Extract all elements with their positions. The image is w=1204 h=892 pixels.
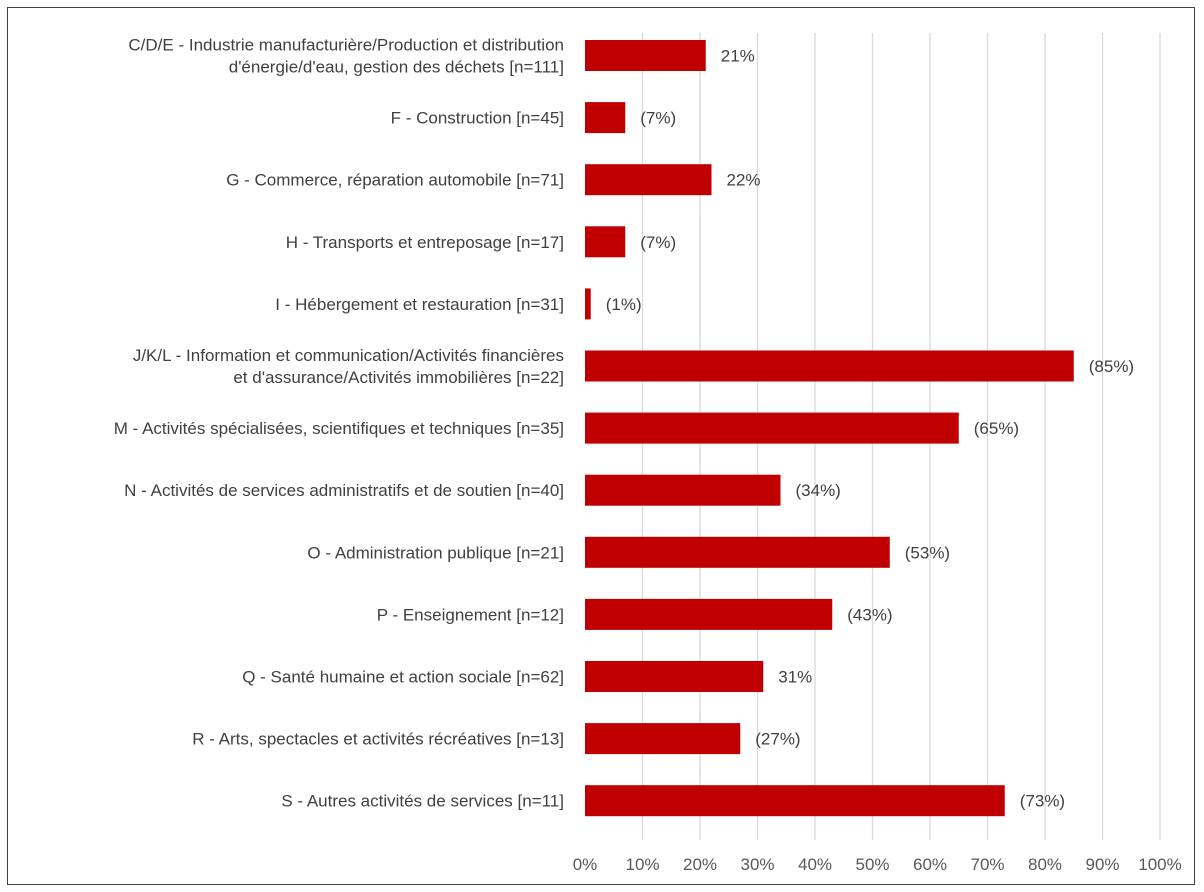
bars xyxy=(585,40,1074,817)
data-label: (7%) xyxy=(640,109,676,128)
category-label-line: et d'assurance/Activités immobilières [n… xyxy=(233,368,564,387)
data-labels: 21% (7%) 22% (7%) (1%) (85%) (65%) (34%) (53%) (4… xyxy=(606,47,1134,811)
data-label: (7%) xyxy=(640,233,676,252)
category-label-line: I - Hébergement et restauration [n=31] xyxy=(275,295,564,314)
x-tick-label: 10% xyxy=(625,855,659,874)
category-label: C/D/E - Industrie manufacturière/Product… xyxy=(128,36,564,77)
x-tick-label: 90% xyxy=(1085,855,1119,874)
x-tick-label: 60% xyxy=(913,855,947,874)
data-label: (27%) xyxy=(755,730,800,749)
category-label-line: G - Commerce, réparation automobile [n=7… xyxy=(226,171,564,190)
category-label-line: S - Autres activités de services [n=11] xyxy=(281,792,564,811)
data-label: (43%) xyxy=(847,605,892,624)
category-label: S - Autres activités de services [n=11] xyxy=(281,792,564,811)
category-label-line: R - Arts, spectacles et activités récréa… xyxy=(192,730,564,749)
category-label: Q - Santé humaine et action sociale [n=6… xyxy=(242,668,564,687)
category-labels: C/D/E - Industrie manufacturière/Product… xyxy=(114,36,564,811)
category-label-line: C/D/E - Industrie manufacturière/Product… xyxy=(128,36,564,55)
category-label: P - Enseignement [n=12] xyxy=(377,605,564,624)
bar xyxy=(585,785,1005,817)
x-tick-label: 20% xyxy=(683,855,717,874)
category-label: O - Administration publique [n=21] xyxy=(307,543,564,562)
bar xyxy=(585,598,833,630)
bar xyxy=(585,350,1074,382)
category-label: G - Commerce, réparation automobile [n=7… xyxy=(226,171,564,190)
data-label: 21% xyxy=(721,47,755,66)
bar xyxy=(585,536,890,568)
data-label: 31% xyxy=(778,668,812,687)
x-tick-label: 0% xyxy=(573,855,598,874)
data-label: (53%) xyxy=(905,543,950,562)
category-label: R - Arts, spectacles et activités récréa… xyxy=(192,730,564,749)
bar xyxy=(585,226,626,258)
category-label-line: M - Activités spécialisées, scientifique… xyxy=(114,419,564,438)
bar-chart: C/D/E - Industrie manufacturière/Product… xyxy=(114,33,1182,874)
category-label: N - Activités de services administratifs… xyxy=(124,481,564,500)
data-label: (73%) xyxy=(1020,792,1065,811)
x-tick-label: 50% xyxy=(855,855,889,874)
category-label: H - Transports et entreposage [n=17] xyxy=(286,233,564,252)
category-label-line: J/K/L - Information et communication/Act… xyxy=(133,346,564,365)
data-label: (85%) xyxy=(1089,357,1134,376)
x-tick-label: 80% xyxy=(1028,855,1062,874)
bar xyxy=(585,723,741,755)
category-label-line: d'énergie/d'eau, gestion des déchets [n=… xyxy=(229,58,564,77)
category-label-line: P - Enseignement [n=12] xyxy=(377,605,564,624)
bar xyxy=(585,412,959,444)
category-label-line: F - Construction [n=45] xyxy=(391,109,564,128)
category-label: I - Hébergement et restauration [n=31] xyxy=(275,295,564,314)
x-tick-label: 100% xyxy=(1138,855,1181,874)
x-tick-label: 70% xyxy=(970,855,1004,874)
data-label: (1%) xyxy=(606,295,642,314)
data-label: (65%) xyxy=(974,419,1019,438)
bar xyxy=(585,474,781,506)
data-label: (34%) xyxy=(796,481,841,500)
bar xyxy=(585,661,764,692)
x-axis-tick-labels: 0% 10% 20% 30% 40% 50% 60% 70% 80% 90% 100% xyxy=(573,855,1182,874)
bar xyxy=(585,288,591,320)
data-label: 22% xyxy=(727,171,761,190)
x-tick-label: 30% xyxy=(740,855,774,874)
bar xyxy=(585,102,626,134)
category-label: J/K/L - Information et communication/Act… xyxy=(133,346,564,387)
category-label-line: O - Administration publique [n=21] xyxy=(307,543,564,562)
x-tick-label: 40% xyxy=(798,855,832,874)
category-label-line: Q - Santé humaine et action sociale [n=6… xyxy=(242,668,564,687)
bar xyxy=(585,40,706,71)
bar xyxy=(585,164,712,196)
category-label-line: H - Transports et entreposage [n=17] xyxy=(286,233,564,252)
chart-frame: C/D/E - Industrie manufacturière/Product… xyxy=(7,7,1195,885)
category-label: F - Construction [n=45] xyxy=(391,109,564,128)
category-label: M - Activités spécialisées, scientifique… xyxy=(114,419,564,438)
category-label-line: N - Activités de services administratifs… xyxy=(124,481,564,500)
